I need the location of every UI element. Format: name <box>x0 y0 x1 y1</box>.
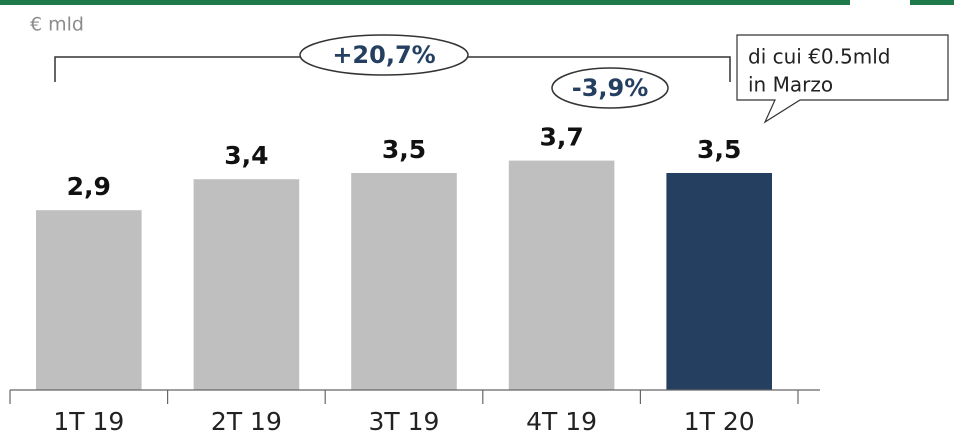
annotation: -3,9% <box>572 74 649 102</box>
data-label: 3,5 <box>382 135 426 164</box>
data-label: 3,4 <box>224 141 268 170</box>
x-tick-label: 2T 19 <box>211 407 282 436</box>
top-bar <box>0 0 850 5</box>
unit-label: € mld <box>30 14 84 36</box>
annotation-ellipse <box>551 67 669 109</box>
callout-text: in Marzo <box>748 73 833 97</box>
bar <box>351 173 457 390</box>
data-label: 2,9 <box>67 172 111 201</box>
x-tick-label: 1T 20 <box>684 407 755 436</box>
x-tick-label: 3T 19 <box>369 407 440 436</box>
bar <box>193 179 300 390</box>
bar <box>508 160 615 390</box>
data-label: 3,7 <box>539 123 583 152</box>
callout-text: di cui €0.5mld <box>748 45 890 69</box>
bar <box>36 210 142 390</box>
annotation-ellipse <box>299 34 469 76</box>
bar <box>666 173 772 390</box>
callout-box <box>736 34 949 124</box>
x-tick-label: 4T 19 <box>526 407 597 436</box>
annotation: +20,7% <box>332 41 435 69</box>
top-bar-block <box>910 0 954 5</box>
data-label: 3,5 <box>697 135 741 164</box>
x-tick-label: 1T 19 <box>53 407 124 436</box>
